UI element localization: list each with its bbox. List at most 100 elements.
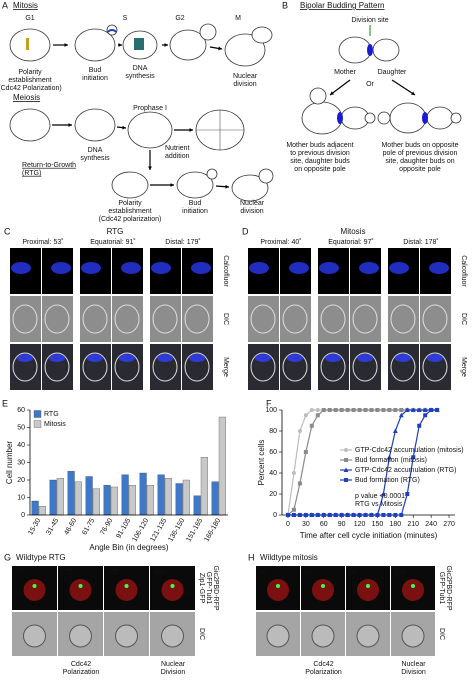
cell-signal <box>366 584 370 588</box>
cell-signal <box>124 584 129 588</box>
y-tick-label: 20 <box>17 477 25 484</box>
legend-label: Bud formation (RTG) <box>355 477 420 484</box>
label: (Cdc42 Polarization) <box>0 85 62 92</box>
bar <box>164 478 172 516</box>
bar <box>67 471 75 516</box>
chromosome <box>26 38 29 50</box>
label: Daughter <box>378 69 407 76</box>
marker <box>375 513 380 517</box>
cell-outline <box>266 624 290 648</box>
x-tick-label: 120 <box>354 521 366 528</box>
label: Mother <box>334 69 356 76</box>
bar <box>49 479 57 516</box>
label: Nuclear <box>401 661 426 668</box>
bar <box>38 506 46 516</box>
y-tick-label: 40 <box>269 470 277 477</box>
bar <box>110 486 118 516</box>
micrograph <box>42 296 73 342</box>
label: Distal: 178˚ <box>403 238 438 246</box>
cell-outline <box>184 352 210 382</box>
cell-signal <box>357 579 379 601</box>
label: Division <box>161 669 186 676</box>
cell-signal <box>312 579 334 601</box>
marker <box>387 513 392 517</box>
label: site, daughter buds <box>290 158 350 165</box>
time-label: 10 <box>259 569 267 576</box>
cell-outline <box>250 352 276 382</box>
phase-label: G2 <box>175 15 184 22</box>
label: Division site <box>351 17 388 24</box>
marker <box>387 408 392 412</box>
label: establishment <box>108 208 151 215</box>
label: site, daughter buds on <box>385 158 454 165</box>
cell-outline <box>44 304 70 334</box>
x-tick-label: 106-120 <box>131 517 150 543</box>
marker <box>291 507 296 512</box>
label: synthesis <box>125 73 155 80</box>
section-title: Bipolar Budding Pattern <box>300 1 385 10</box>
label: addition <box>165 153 190 160</box>
label: synthesis <box>80 155 110 162</box>
cell <box>231 174 269 202</box>
time-label: 120 <box>394 569 406 576</box>
label: DIC <box>222 313 229 325</box>
micrograph <box>112 344 143 390</box>
micrograph <box>182 296 213 342</box>
phase-label: M <box>235 15 241 22</box>
x-tick-label: 270 <box>443 521 455 528</box>
y-tick-label: 80 <box>269 428 277 435</box>
x-axis-label: Time after cell cycle initiation (minute… <box>300 531 438 540</box>
label: Bud <box>89 67 102 74</box>
bar <box>128 485 136 516</box>
label: establishment <box>8 77 51 84</box>
cell-outline <box>161 624 184 648</box>
calcofluor <box>429 262 449 274</box>
calcofluor <box>151 262 171 274</box>
cell-outline <box>184 304 210 334</box>
label: DNA <box>88 147 103 154</box>
marker <box>381 408 386 412</box>
cell <box>364 112 376 124</box>
calcofluor <box>325 354 341 362</box>
marker <box>343 467 349 472</box>
arrow-head <box>170 183 174 187</box>
bar <box>218 416 226 516</box>
x-tick-label: 60 <box>320 521 328 528</box>
marker <box>315 408 320 412</box>
marker <box>423 413 428 418</box>
label: Nutrient <box>165 145 190 152</box>
marker <box>344 478 348 482</box>
calcofluor <box>395 354 411 362</box>
label: (Cdc42 polarization) <box>99 216 162 223</box>
label: Gic2PBD-RFP <box>445 565 452 610</box>
label: Polarity <box>18 69 42 76</box>
cell <box>74 108 116 142</box>
panel-letter: F <box>266 398 272 408</box>
cell <box>301 101 343 135</box>
panel-letter: B <box>282 0 288 10</box>
micrograph <box>10 344 41 390</box>
section-title: Mitosis <box>13 1 38 10</box>
micrograph <box>388 296 419 342</box>
cell <box>74 28 116 62</box>
cell-outline <box>422 304 448 334</box>
marker <box>393 513 398 517</box>
cell-outline <box>114 352 140 382</box>
cell-outline <box>12 304 38 334</box>
label: Mother buds adjacent <box>286 142 353 149</box>
x-tick-label: 151-165 <box>185 517 204 543</box>
marker <box>369 513 374 517</box>
cell <box>258 168 274 184</box>
marker <box>357 513 362 517</box>
cell <box>377 111 391 125</box>
cap <box>107 29 117 33</box>
bar <box>92 488 100 516</box>
cell-outline <box>352 352 378 382</box>
panel-letter: C <box>4 226 11 236</box>
micrograph <box>420 344 451 390</box>
label: Polarity <box>118 200 142 207</box>
arrow-head <box>148 166 152 170</box>
bar <box>139 472 147 516</box>
section-title: Wildtype RTG <box>16 553 66 562</box>
calcofluor <box>51 262 71 274</box>
